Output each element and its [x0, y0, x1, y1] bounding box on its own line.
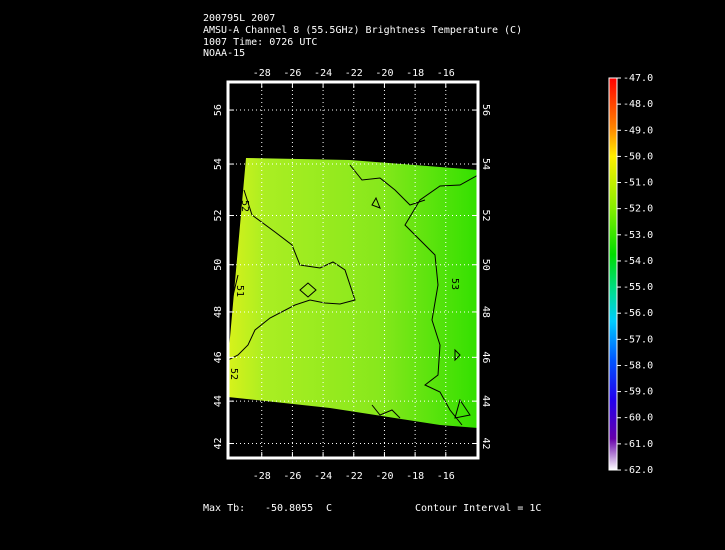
- swath: 52 51 52 53: [228, 158, 478, 428]
- contour-label: 52: [228, 368, 239, 380]
- lat-tick-label: 54: [480, 158, 491, 170]
- lat-tick-label: 42: [480, 437, 491, 449]
- lon-tick-label: -16: [437, 68, 455, 79]
- footer-interval: Contour Interval = 1C: [415, 503, 541, 514]
- footer-value: -50.8055: [265, 503, 313, 514]
- lat-tick-label: 44: [213, 395, 224, 407]
- title-line: 1007 Time: 0726 UTC: [203, 37, 317, 48]
- lon-tick-label: -22: [345, 471, 363, 482]
- lon-tick-label: -20: [375, 471, 393, 482]
- lon-tick-label: -28: [253, 68, 271, 79]
- colorbar-label: -62.0: [623, 465, 653, 476]
- colorbar-label: -49.0: [623, 125, 653, 136]
- lat-tick-label: 54: [213, 158, 224, 170]
- colorbar-label: -58.0: [623, 360, 653, 371]
- colorbar-label: -57.0: [623, 334, 653, 345]
- colorbar-label: -51.0: [623, 178, 653, 189]
- colorbar-label: -53.0: [623, 230, 653, 241]
- contours: [228, 164, 478, 426]
- colorbar-label: -60.0: [623, 413, 653, 424]
- lon-tick-label: -28: [253, 471, 271, 482]
- colorbar-label: -59.0: [623, 387, 653, 398]
- colorbar-label: -55.0: [623, 282, 653, 293]
- colorbar-label: -56.0: [623, 308, 653, 319]
- lon-tick-label: -26: [283, 471, 301, 482]
- colorbar-label: -47.0: [623, 73, 653, 84]
- lat-tick-label: 52: [480, 209, 491, 221]
- lon-tick-label: -24: [314, 471, 332, 482]
- lat-tick-label: 56: [213, 104, 224, 116]
- lat-tick-label: 46: [213, 351, 224, 363]
- colorbar-label: -61.0: [623, 439, 653, 450]
- colorbar-label: -48.0: [623, 99, 653, 110]
- title-line: NOAA-15: [203, 48, 245, 59]
- footer-unit: C: [326, 503, 332, 514]
- contour-label: 53: [449, 278, 460, 290]
- title-line: 200795L 2007: [203, 13, 275, 24]
- lon-tick-label: -20: [375, 68, 393, 79]
- lat-tick-label: 50: [213, 259, 224, 271]
- lon-tick-label: -18: [406, 471, 424, 482]
- lon-tick-label: -24: [314, 68, 332, 79]
- contour-label: 52: [239, 200, 250, 212]
- lon-tick-label: -16: [437, 471, 455, 482]
- contour-label: 51: [234, 285, 245, 297]
- lat-tick-label: 48: [213, 306, 224, 318]
- title-line: AMSU-A Channel 8 (55.5GHz) Brightness Te…: [203, 25, 522, 36]
- lat-tick-label: 48: [480, 306, 491, 318]
- colorbar-label: -52.0: [623, 204, 653, 215]
- lat-tick-label: 44: [480, 395, 491, 407]
- lon-tick-label: -18: [406, 68, 424, 79]
- lat-tick-label: 50: [480, 259, 491, 271]
- lat-tick-label: 42: [213, 437, 224, 449]
- colorbar-label: -50.0: [623, 151, 653, 162]
- colorbar: [608, 77, 618, 471]
- lon-tick-label: -26: [283, 68, 301, 79]
- colorbar-label: -54.0: [623, 256, 653, 267]
- footer-label: Max Tb:: [203, 503, 245, 514]
- lat-tick-label: 46: [480, 351, 491, 363]
- lon-tick-label: -22: [345, 68, 363, 79]
- lat-tick-label: 56: [480, 104, 491, 116]
- contour-labels: 52 51 52 53: [228, 200, 460, 380]
- lat-tick-label: 52: [213, 209, 224, 221]
- map-frame: [226, 80, 480, 460]
